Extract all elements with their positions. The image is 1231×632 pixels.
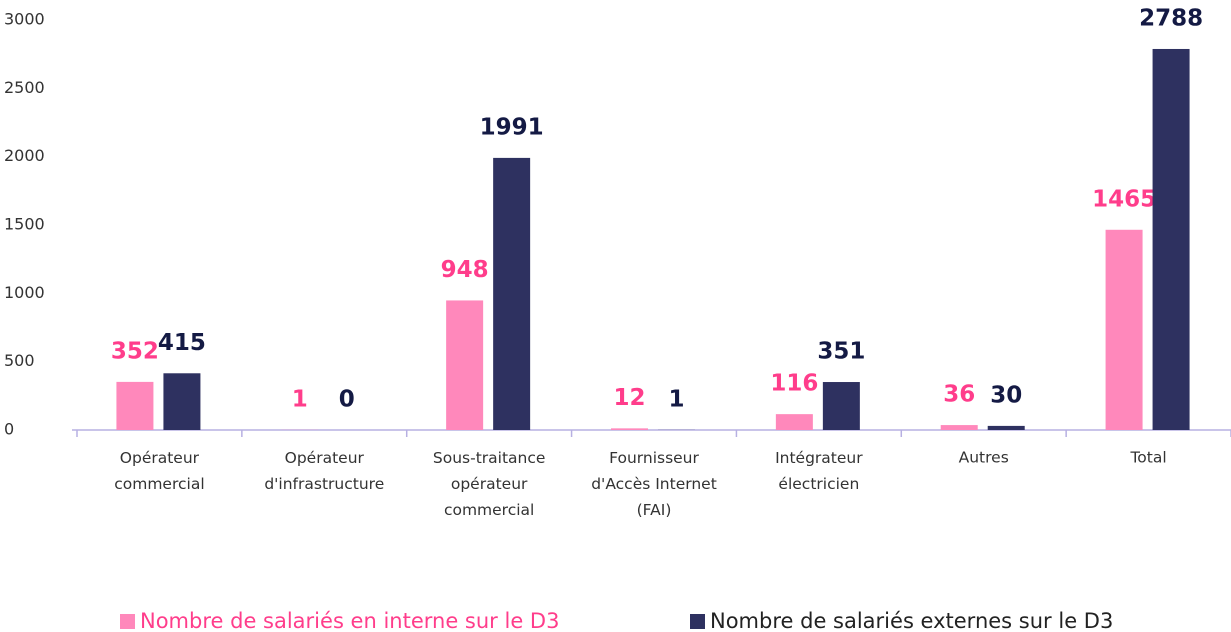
bar bbox=[987, 425, 1025, 430]
value-label: 351 bbox=[817, 339, 865, 365]
y-tick-label: 2500 bbox=[4, 78, 45, 97]
value-label: 948 bbox=[441, 257, 489, 283]
bar bbox=[493, 157, 531, 430]
legend-label: Nombre de salariés externes sur le D3 bbox=[710, 609, 1113, 632]
x-tick-label: Opérateur commercial bbox=[114, 449, 204, 493]
legend-label: Nombre de salariés en interne sur le D3 bbox=[140, 609, 559, 632]
legend-swatch bbox=[120, 614, 135, 629]
bar bbox=[940, 425, 978, 430]
bar bbox=[822, 382, 860, 430]
value-label: 352 bbox=[111, 338, 159, 364]
y-tick-label: 2000 bbox=[4, 146, 45, 165]
bar bbox=[163, 373, 201, 430]
value-label: 2788 bbox=[1139, 5, 1203, 31]
x-tick-label: Intégrateur électricien bbox=[775, 449, 863, 493]
bar bbox=[1152, 48, 1190, 431]
value-label: 12 bbox=[613, 385, 645, 411]
bar bbox=[1105, 229, 1143, 430]
y-tick-label: 1500 bbox=[4, 215, 45, 234]
bar bbox=[611, 428, 648, 430]
x-tick-label: Autres bbox=[959, 449, 1009, 467]
value-label: 415 bbox=[158, 330, 206, 356]
legend-swatch bbox=[690, 614, 705, 629]
x-tick-label: Sous-traitance opérateur commercial bbox=[433, 449, 546, 519]
value-label: 1 bbox=[668, 386, 684, 412]
y-tick-label: 0 bbox=[4, 420, 14, 439]
y-tick-label: 3000 bbox=[4, 10, 45, 29]
value-label: 116 bbox=[770, 371, 818, 397]
x-tick-label: Total bbox=[1129, 449, 1166, 467]
value-label: 1465 bbox=[1092, 186, 1156, 212]
y-tick-label: 1000 bbox=[4, 283, 45, 302]
x-tick-label: Fournisseur d'Accès Internet (FAI) bbox=[591, 449, 717, 519]
bar bbox=[775, 414, 813, 430]
bar bbox=[116, 381, 154, 430]
y-tick-label: 500 bbox=[4, 351, 35, 370]
value-label: 1991 bbox=[480, 114, 544, 140]
value-label: 0 bbox=[339, 387, 355, 413]
value-label: 36 bbox=[943, 382, 975, 408]
x-tick-label: Opérateur d'infrastructure bbox=[264, 449, 384, 493]
value-label: 30 bbox=[990, 382, 1022, 408]
value-label: 1 bbox=[292, 386, 308, 412]
bar bbox=[446, 300, 484, 430]
